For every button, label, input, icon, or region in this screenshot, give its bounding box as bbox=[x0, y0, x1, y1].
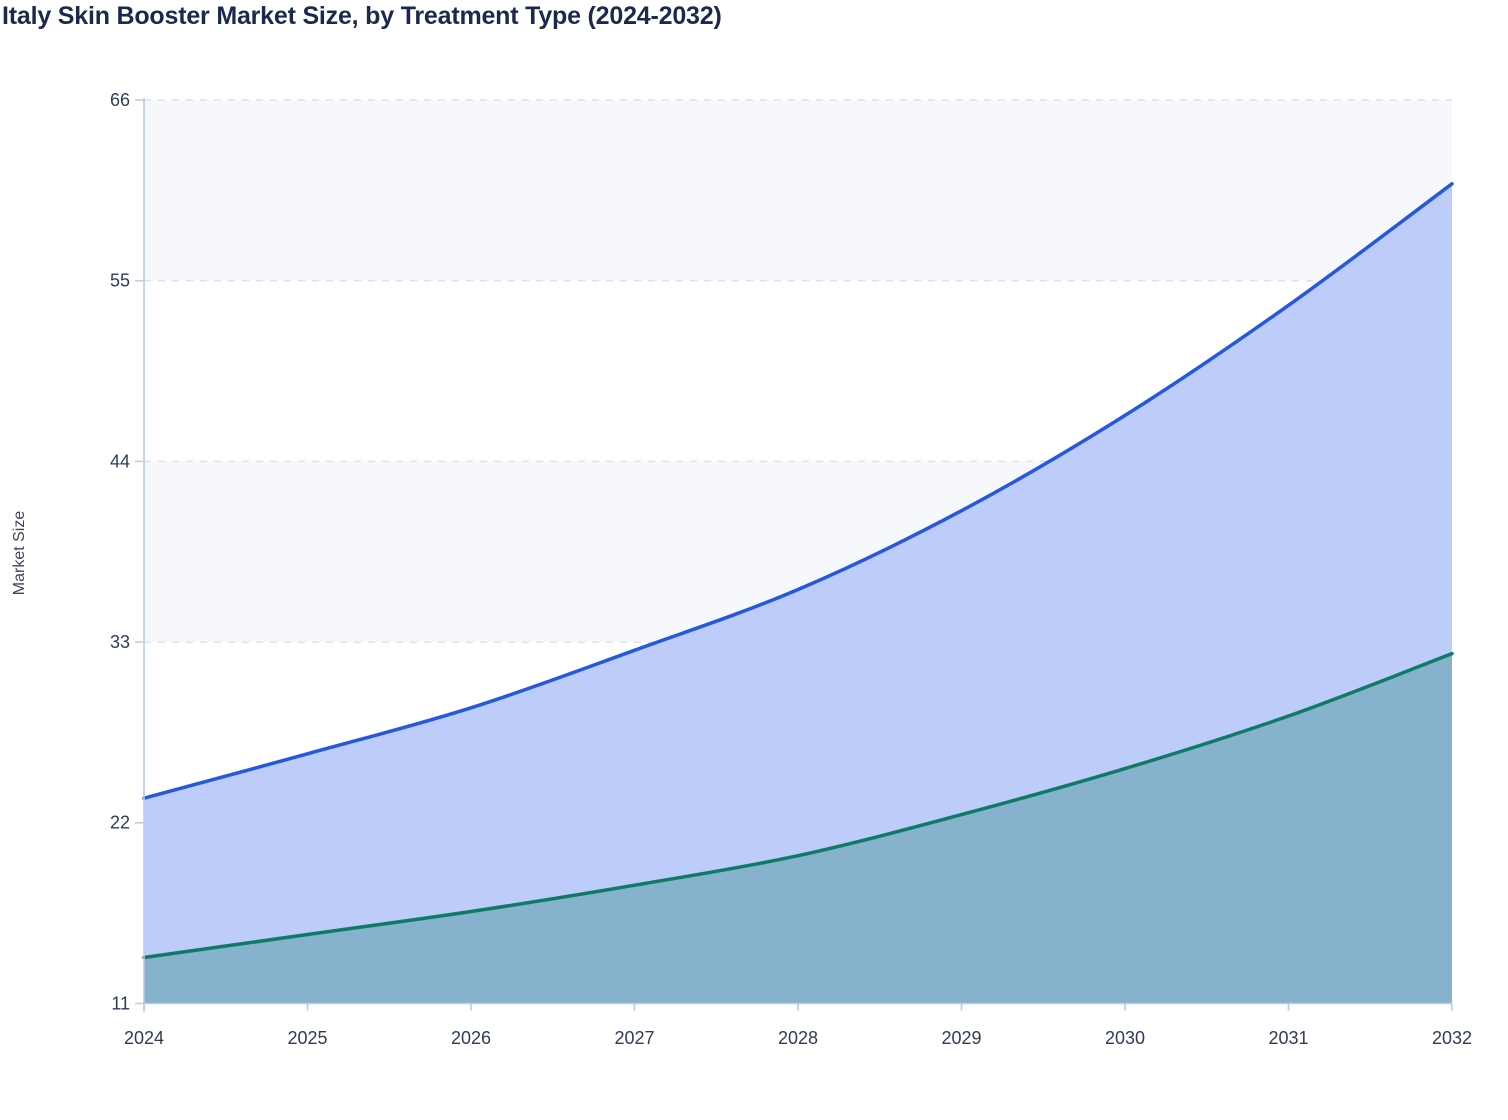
x-tick-label: 2032 bbox=[1432, 1028, 1472, 1048]
y-tick-label: 55 bbox=[110, 271, 130, 291]
y-tick-label: 44 bbox=[110, 451, 130, 471]
x-tick-label: 2030 bbox=[1105, 1028, 1145, 1048]
x-tick-label: 2025 bbox=[287, 1028, 327, 1048]
x-tick-label: 2029 bbox=[941, 1028, 981, 1048]
y-tick-label: 33 bbox=[110, 632, 130, 652]
y-tick-label: 66 bbox=[110, 90, 130, 110]
x-tick-label: 2031 bbox=[1268, 1028, 1308, 1048]
x-tick-label: 2028 bbox=[778, 1028, 818, 1048]
y-tick-label: 11 bbox=[111, 993, 130, 1013]
grid-band bbox=[144, 100, 1452, 281]
chart-title: Italy Skin Booster Market Size, by Treat… bbox=[2, 2, 722, 30]
x-tick-label: 2024 bbox=[124, 1028, 164, 1048]
y-tick-label: 22 bbox=[110, 813, 130, 833]
x-tick-label: 2027 bbox=[614, 1028, 654, 1048]
area-teal-lower-line bbox=[144, 653, 1452, 1004]
line-teal-lower-line bbox=[142, 651, 1454, 960]
x-tick-label: 2026 bbox=[451, 1028, 491, 1048]
line-blue-upper-line bbox=[142, 182, 1454, 800]
